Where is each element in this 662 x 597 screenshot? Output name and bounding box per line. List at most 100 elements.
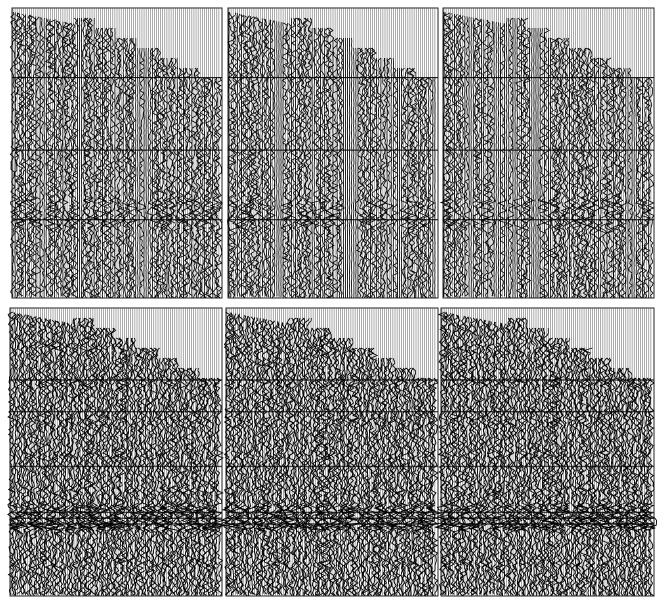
trace-wiggle [19,314,29,595]
trace-wiggle [369,47,372,298]
trace-wiggle [507,18,510,299]
trace-wiggle [599,57,610,299]
trace-wiggle [493,21,496,297]
trace-wiggle [459,315,470,597]
trace-wiggle [147,48,150,299]
trace-wiggle [159,358,170,596]
trace-wiggle [390,57,392,299]
trace-wiggle [87,17,98,299]
trace-wiggle [434,311,449,595]
trace-wiggle [213,77,223,299]
trace-wiggle [419,377,428,596]
trace-wiggle [391,67,400,299]
trace-wiggle [95,327,109,596]
trace-wiggle [314,327,326,596]
trace-wiggle [402,67,411,299]
trace-wiggle [529,327,547,596]
trace-wiggle [123,37,132,299]
trace-wiggle [207,77,215,299]
trace-wiggle [332,37,334,299]
trace-wiggle [348,37,351,298]
trace-wiggle [627,67,629,298]
trace-wiggle [282,22,284,298]
trace-wiggle [166,57,175,299]
trace-wiggle [578,47,588,299]
trace-wiggle [410,367,418,596]
trace-wiggle [443,313,455,594]
trace-wiggle [247,316,257,595]
trace-wiggle [603,57,614,299]
trace-wiggle [539,27,541,299]
trace-wiggle [423,377,443,596]
trace-wiggle [512,17,514,299]
trace-wiggle [453,314,463,596]
trace-wiggle [136,47,147,299]
trace-wiggle [427,77,430,299]
trace-wiggle [310,27,323,299]
trace-wiggle [24,14,34,298]
trace-wiggle [527,327,536,596]
trace-wiggle [139,47,141,299]
trace-wiggle [125,37,139,299]
trace-wiggle [180,67,195,299]
trace-wiggle [325,327,334,596]
trace-wiggle [641,77,644,299]
trace-wiggle [313,27,316,298]
trace-wiggle [236,14,251,298]
trace-wiggle [470,17,473,298]
trace-wiggle [132,347,148,596]
trace-wiggle [384,57,395,299]
trace-wiggle [226,12,237,298]
trace-wiggle [344,37,347,299]
trace-wiggle [410,67,419,299]
trace-wiggle [375,357,389,596]
trace-wiggle [294,17,297,299]
trace-wiggle [63,22,74,299]
trace-wiggle [166,357,182,596]
trace-wiggle [319,28,322,299]
trace-wiggle [62,21,64,297]
trace-wiggle [482,19,485,298]
trace-wiggle [540,27,552,299]
trace-wiggle [364,347,379,596]
trace-wiggle [439,312,449,596]
trace-wiggle [13,313,27,595]
trace-wiggle [566,47,576,299]
trace-wiggle [62,22,73,298]
trace-wiggle [547,37,550,299]
trace-wiggle [493,323,508,597]
trace-wiggle [397,367,409,596]
trace-wiggle [8,312,23,596]
trace-wiggle [20,314,30,595]
trace-wiggle [109,27,112,299]
trace-wiggle [417,78,420,299]
trace-wiggle [280,21,282,298]
trace-wiggle [501,317,514,596]
trace-wiggle [585,357,598,596]
trace-wiggle [513,17,524,299]
trace-wiggle [468,16,470,297]
trace-wiggle [589,357,601,596]
trace-wiggle [318,27,327,299]
trace-wiggle [260,318,270,595]
trace-wiggle [619,67,628,299]
trace-wiggle [439,12,452,298]
trace-wiggle [92,327,102,596]
trace-wiggle [264,320,278,596]
trace-wiggle [453,13,456,297]
trace-wiggle [194,67,202,299]
trace-wiggle [363,47,373,299]
trace-wiggle [280,22,291,299]
trace-wiggle [243,315,252,597]
trace-wiggle [80,18,83,299]
trace-wiggle [377,357,391,596]
trace-wiggle [537,27,539,299]
seismic-panel [9,7,223,299]
trace-wiggle [391,367,401,596]
trace-wiggle [193,367,202,596]
trace-wiggle [407,67,409,298]
trace-wiggle [597,58,600,299]
trace-wiggle [290,17,293,299]
trace-wiggle [211,377,218,596]
